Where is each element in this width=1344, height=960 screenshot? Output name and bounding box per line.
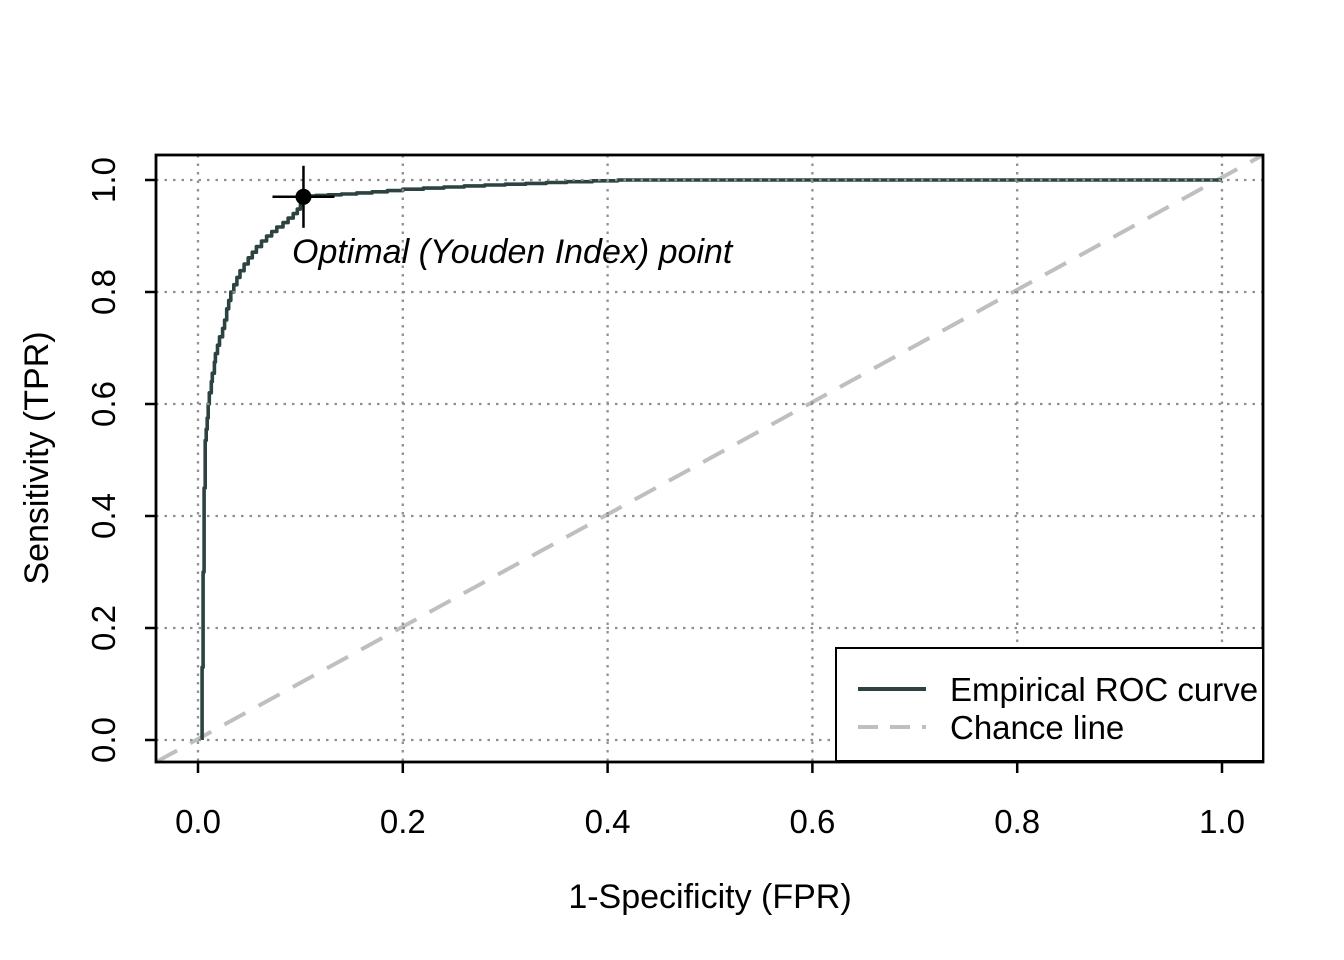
legend-label-roc: Empirical ROC curve — [950, 671, 1258, 708]
y-tick-label: 0.8 — [85, 269, 122, 315]
x-axis-title: 1-Specificity (FPR) — [568, 878, 851, 916]
x-tick-label: 0.0 — [175, 803, 221, 840]
plot-border — [154, 153, 1265, 764]
y-tick-label: 1.0 — [85, 157, 122, 203]
chance-line — [155, 153, 1264, 764]
y-tick-label: 0.6 — [85, 381, 122, 427]
optimal-point-dot — [295, 188, 312, 205]
optimal-point-annotation: Optimal (Youden Index) point — [292, 233, 734, 271]
y-axis-title: Sensitivity (TPR) — [18, 331, 56, 584]
x-tick-label: 1.0 — [1199, 803, 1245, 840]
x-tick-label: 0.8 — [994, 803, 1040, 840]
x-tick-label: 0.4 — [585, 803, 631, 840]
y-tick-label: 0.2 — [85, 605, 122, 651]
x-tick-label: 0.2 — [380, 803, 426, 840]
legend-label-chance: Chance line — [950, 709, 1124, 746]
roc-curve — [200, 178, 1222, 740]
legend-box — [835, 647, 1264, 762]
x-tick-label: 0.6 — [789, 803, 835, 840]
y-tick-label: 0.0 — [85, 717, 122, 763]
y-tick-label: 0.4 — [85, 493, 122, 539]
